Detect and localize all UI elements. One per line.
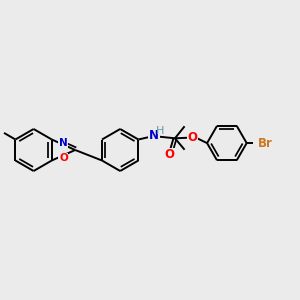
Text: Br: Br	[257, 136, 272, 150]
Text: N: N	[59, 138, 68, 148]
Text: N: N	[149, 129, 159, 142]
Text: H: H	[156, 126, 164, 136]
Text: O: O	[59, 153, 68, 163]
Text: O: O	[188, 131, 197, 144]
Text: O: O	[165, 148, 175, 161]
